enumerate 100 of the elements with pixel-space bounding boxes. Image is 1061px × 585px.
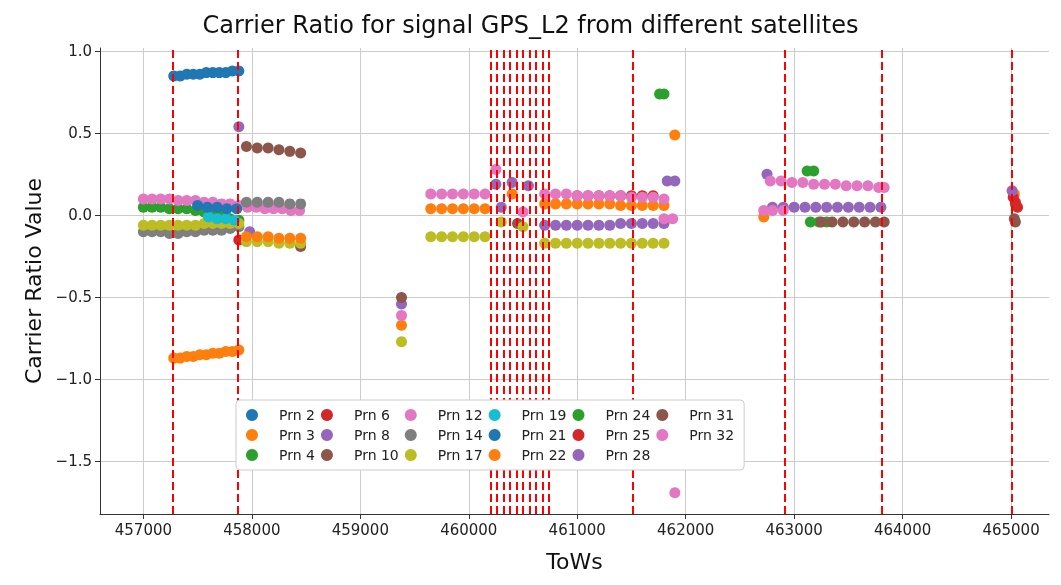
legend-label: Prn 3 [279,427,315,443]
point [571,219,583,231]
point [560,188,572,200]
point [826,216,838,228]
point [251,142,263,154]
point [436,203,448,215]
point [447,188,458,200]
point [221,203,233,215]
point [284,232,296,244]
y-tick-label: 1.0 [68,42,92,61]
point [396,291,408,303]
point [468,231,480,243]
point [284,198,296,210]
point [560,219,572,231]
point [788,201,800,213]
point [211,201,223,213]
legend-label: Prn 14 [437,427,483,443]
legend-label: Prn 12 [437,407,483,423]
point [273,232,285,244]
point [797,177,809,189]
legend-label: Prn 28 [605,447,651,463]
point [593,237,605,249]
legend-label: Prn 31 [689,407,735,423]
point [840,180,852,192]
y-tick-label: 0.5 [68,124,92,143]
point [848,216,860,228]
y-tick-label: −1.0 [55,370,92,389]
point [658,237,670,249]
point [550,219,562,231]
x-tick-label: 461000 [548,520,606,539]
point [295,198,307,210]
point [457,203,469,215]
point [447,203,458,215]
point [425,231,437,243]
point [821,201,833,213]
point [560,237,572,249]
point [604,237,616,249]
point [582,237,594,249]
point [273,196,285,208]
point [240,231,252,243]
point [647,237,659,249]
point [764,175,776,187]
point [479,188,491,200]
point [615,200,627,212]
point [201,201,213,213]
point [810,201,822,213]
point [862,180,874,192]
point [262,231,274,243]
point [479,231,491,243]
point [550,198,562,210]
x-tick-label: 460000 [440,520,498,539]
point [396,319,408,331]
point [251,196,263,208]
point [799,201,811,213]
point [636,237,648,249]
chart-title: Carrier Ratio for signal GPS_L2 from different satellites [202,11,859,39]
point [295,147,307,159]
legend-label: Prn 6 [353,407,390,423]
point [669,129,681,141]
point [436,231,448,243]
y-tick-label: −1.5 [55,452,92,471]
point [447,231,458,243]
y-tick-label: 0.0 [68,206,92,225]
point [819,178,830,190]
point [658,193,670,205]
legend-label: Prn 25 [605,427,651,443]
point [457,231,469,243]
point [604,219,616,231]
point [273,144,285,156]
point [837,216,849,228]
point [468,203,480,215]
legend-label: Prn 10 [353,447,399,463]
point [396,309,408,321]
point [667,213,679,225]
legend-label: Prn 32 [689,427,735,443]
legend-label: Prn 24 [605,407,651,423]
y-tick-label: −0.5 [55,288,92,307]
point [859,216,871,228]
point [468,188,480,200]
point [864,201,876,213]
point [775,175,787,187]
point [251,231,263,243]
point [842,201,854,213]
x-tick-label: 462000 [657,520,715,539]
point [262,142,274,154]
point [262,196,274,208]
legend-label: Prn 21 [521,427,567,443]
x-tick-label: 463000 [765,520,823,539]
x-tick-label: 458000 [223,520,281,539]
point [425,203,437,215]
point [396,336,408,348]
legend-label: Prn 4 [279,447,316,463]
x-tick-label: 459000 [331,520,389,539]
point [582,219,594,231]
point [647,218,659,230]
x-tick-label: 464000 [873,520,932,539]
point [615,218,627,230]
point [436,188,448,200]
legend-label: Prn 19 [521,407,567,423]
point [425,188,437,200]
